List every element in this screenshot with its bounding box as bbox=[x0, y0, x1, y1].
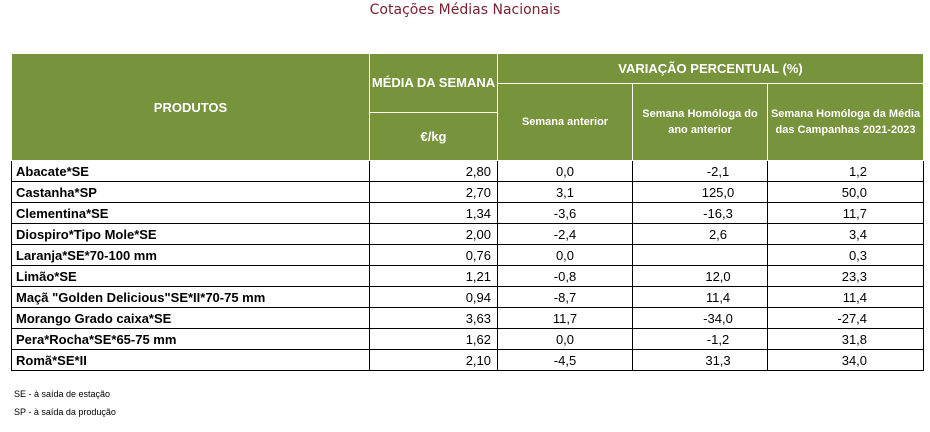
cell-semana-anterior: 0,0 bbox=[497, 244, 633, 266]
cell-media: 2,00 bbox=[369, 223, 498, 245]
cell-semana-homologa-media: 23,3 bbox=[766, 265, 925, 287]
cell-semana-homologa-media: 34,0 bbox=[766, 349, 925, 371]
cell-produto: Limão*SE bbox=[11, 265, 370, 287]
table-row: Abacate*SE 2,80 0,0 -2,1 1,2 bbox=[11, 160, 925, 182]
price-table: PRODUTOS MÉDIA DA SEMANA VARIAÇÃO PERCEN… bbox=[11, 53, 925, 371]
cell-semana-homologa-media: 1,2 bbox=[766, 160, 925, 182]
cell-semana-homologa-media: 0,3 bbox=[766, 244, 925, 266]
header-unit: €/kg bbox=[369, 112, 498, 161]
cell-media: 0,94 bbox=[369, 286, 498, 308]
table-row: Maçã "Golden Delicious"SE*II*70-75 mm 0,9… bbox=[11, 286, 925, 308]
cell-media: 2,70 bbox=[369, 181, 498, 203]
cell-semana-homologa: 2,6 bbox=[632, 223, 768, 245]
cell-produto: Laranja*SE*70-100 mm bbox=[11, 244, 370, 266]
cell-semana-anterior: -2,4 bbox=[497, 223, 633, 245]
cell-semana-anterior: -8,7 bbox=[497, 286, 633, 308]
cell-semana-anterior: 11,7 bbox=[497, 307, 633, 329]
cell-semana-homologa: -16,3 bbox=[632, 202, 768, 224]
table-row: Diospiro*Tipo Mole*SE 2,00 -2,4 2,6 3,4 bbox=[11, 223, 925, 245]
page-title: Cotações Médias Nacionais bbox=[369, 2, 561, 18]
cell-semana-homologa-media: 50,0 bbox=[766, 181, 925, 203]
cell-semana-anterior: 3,1 bbox=[497, 181, 633, 203]
table-row: Romã*SE*II 2,10 -4,5 31,3 34,0 bbox=[11, 349, 925, 371]
cell-semana-homologa-media: 11,4 bbox=[766, 286, 925, 308]
cell-produto: Morango Grado caixa*SE bbox=[11, 307, 370, 329]
header-variacao: VARIAÇÃO PERCENTUAL (%) bbox=[496, 53, 925, 84]
cell-semana-homologa-media: -27,4 bbox=[766, 307, 925, 329]
cell-semana-homologa-media: 11,7 bbox=[766, 202, 925, 224]
cell-semana-homologa: 31,3 bbox=[632, 349, 768, 371]
note-sp: SP - à saída da produção bbox=[14, 407, 116, 417]
table-row: Limão*SE 1,21 -0,8 12,0 23,3 bbox=[11, 265, 925, 287]
cell-semana-homologa: 125,0 bbox=[632, 181, 768, 203]
cell-media: 1,34 bbox=[369, 202, 498, 224]
cell-semana-homologa: -2,1 bbox=[632, 160, 768, 182]
table-row: Pera*Rocha*SE*65-75 mm 1,62 0,0 -1,2 31,8 bbox=[11, 328, 925, 350]
cell-semana-homologa-media: 3,4 bbox=[766, 223, 925, 245]
cell-produto: Abacate*SE bbox=[11, 160, 370, 182]
cell-semana-homologa-media: 31,8 bbox=[766, 328, 925, 350]
table-row: Morango Grado caixa*SE 3,63 11,7 -34,0 -27,4 bbox=[11, 307, 925, 329]
cell-produto: Maçã "Golden Delicious"SE*II*70-75 mm bbox=[11, 286, 370, 308]
header-semana-homologa: Semana Homóloga do ano anterior bbox=[632, 83, 768, 161]
cell-semana-homologa: -34,0 bbox=[632, 307, 768, 329]
table-row: Clementina*SE 1,34 -3,6 -16,3 11,7 bbox=[11, 202, 925, 224]
cell-produto: Pera*Rocha*SE*65-75 mm bbox=[11, 328, 370, 350]
header-semana-anterior: Semana anterior bbox=[497, 83, 633, 161]
cell-semana-anterior: 0,0 bbox=[497, 328, 633, 350]
cell-semana-homologa bbox=[632, 244, 768, 266]
cell-media: 2,10 bbox=[369, 349, 498, 371]
cell-media: 0,76 bbox=[369, 244, 498, 266]
cell-media: 2,80 bbox=[369, 160, 498, 182]
cell-media: 1,21 bbox=[369, 265, 498, 287]
cell-produto: Castanha*SP bbox=[11, 181, 370, 203]
cell-media: 1,62 bbox=[369, 328, 498, 350]
cell-semana-homologa: 12,0 bbox=[632, 265, 768, 287]
cell-produto: Diospiro*Tipo Mole*SE bbox=[11, 223, 370, 245]
table-row: Castanha*SP 2,70 3,1 125,0 50,0 bbox=[11, 181, 925, 203]
cell-semana-homologa: -1,2 bbox=[632, 328, 768, 350]
cell-semana-anterior: -4,5 bbox=[497, 349, 633, 371]
note-se: SE - à saída de estação bbox=[14, 389, 111, 399]
header-produtos: PRODUTOS bbox=[11, 53, 370, 161]
header-media-semana: MÉDIA DA SEMANA bbox=[369, 53, 498, 113]
cell-semana-homologa: 11,4 bbox=[632, 286, 768, 308]
header-semana-homologa-media: Semana Homóloga da Média das Campanhas 2… bbox=[766, 83, 925, 161]
cell-semana-anterior: -3,6 bbox=[497, 202, 633, 224]
cell-media: 3,63 bbox=[369, 307, 498, 329]
cell-semana-anterior: 0,0 bbox=[497, 160, 633, 182]
table-row: Laranja*SE*70-100 mm 0,76 0,0 0,3 bbox=[11, 244, 925, 266]
cell-produto: Clementina*SE bbox=[11, 202, 370, 224]
cell-produto: Romã*SE*II bbox=[11, 349, 370, 371]
cell-semana-anterior: -0,8 bbox=[497, 265, 633, 287]
